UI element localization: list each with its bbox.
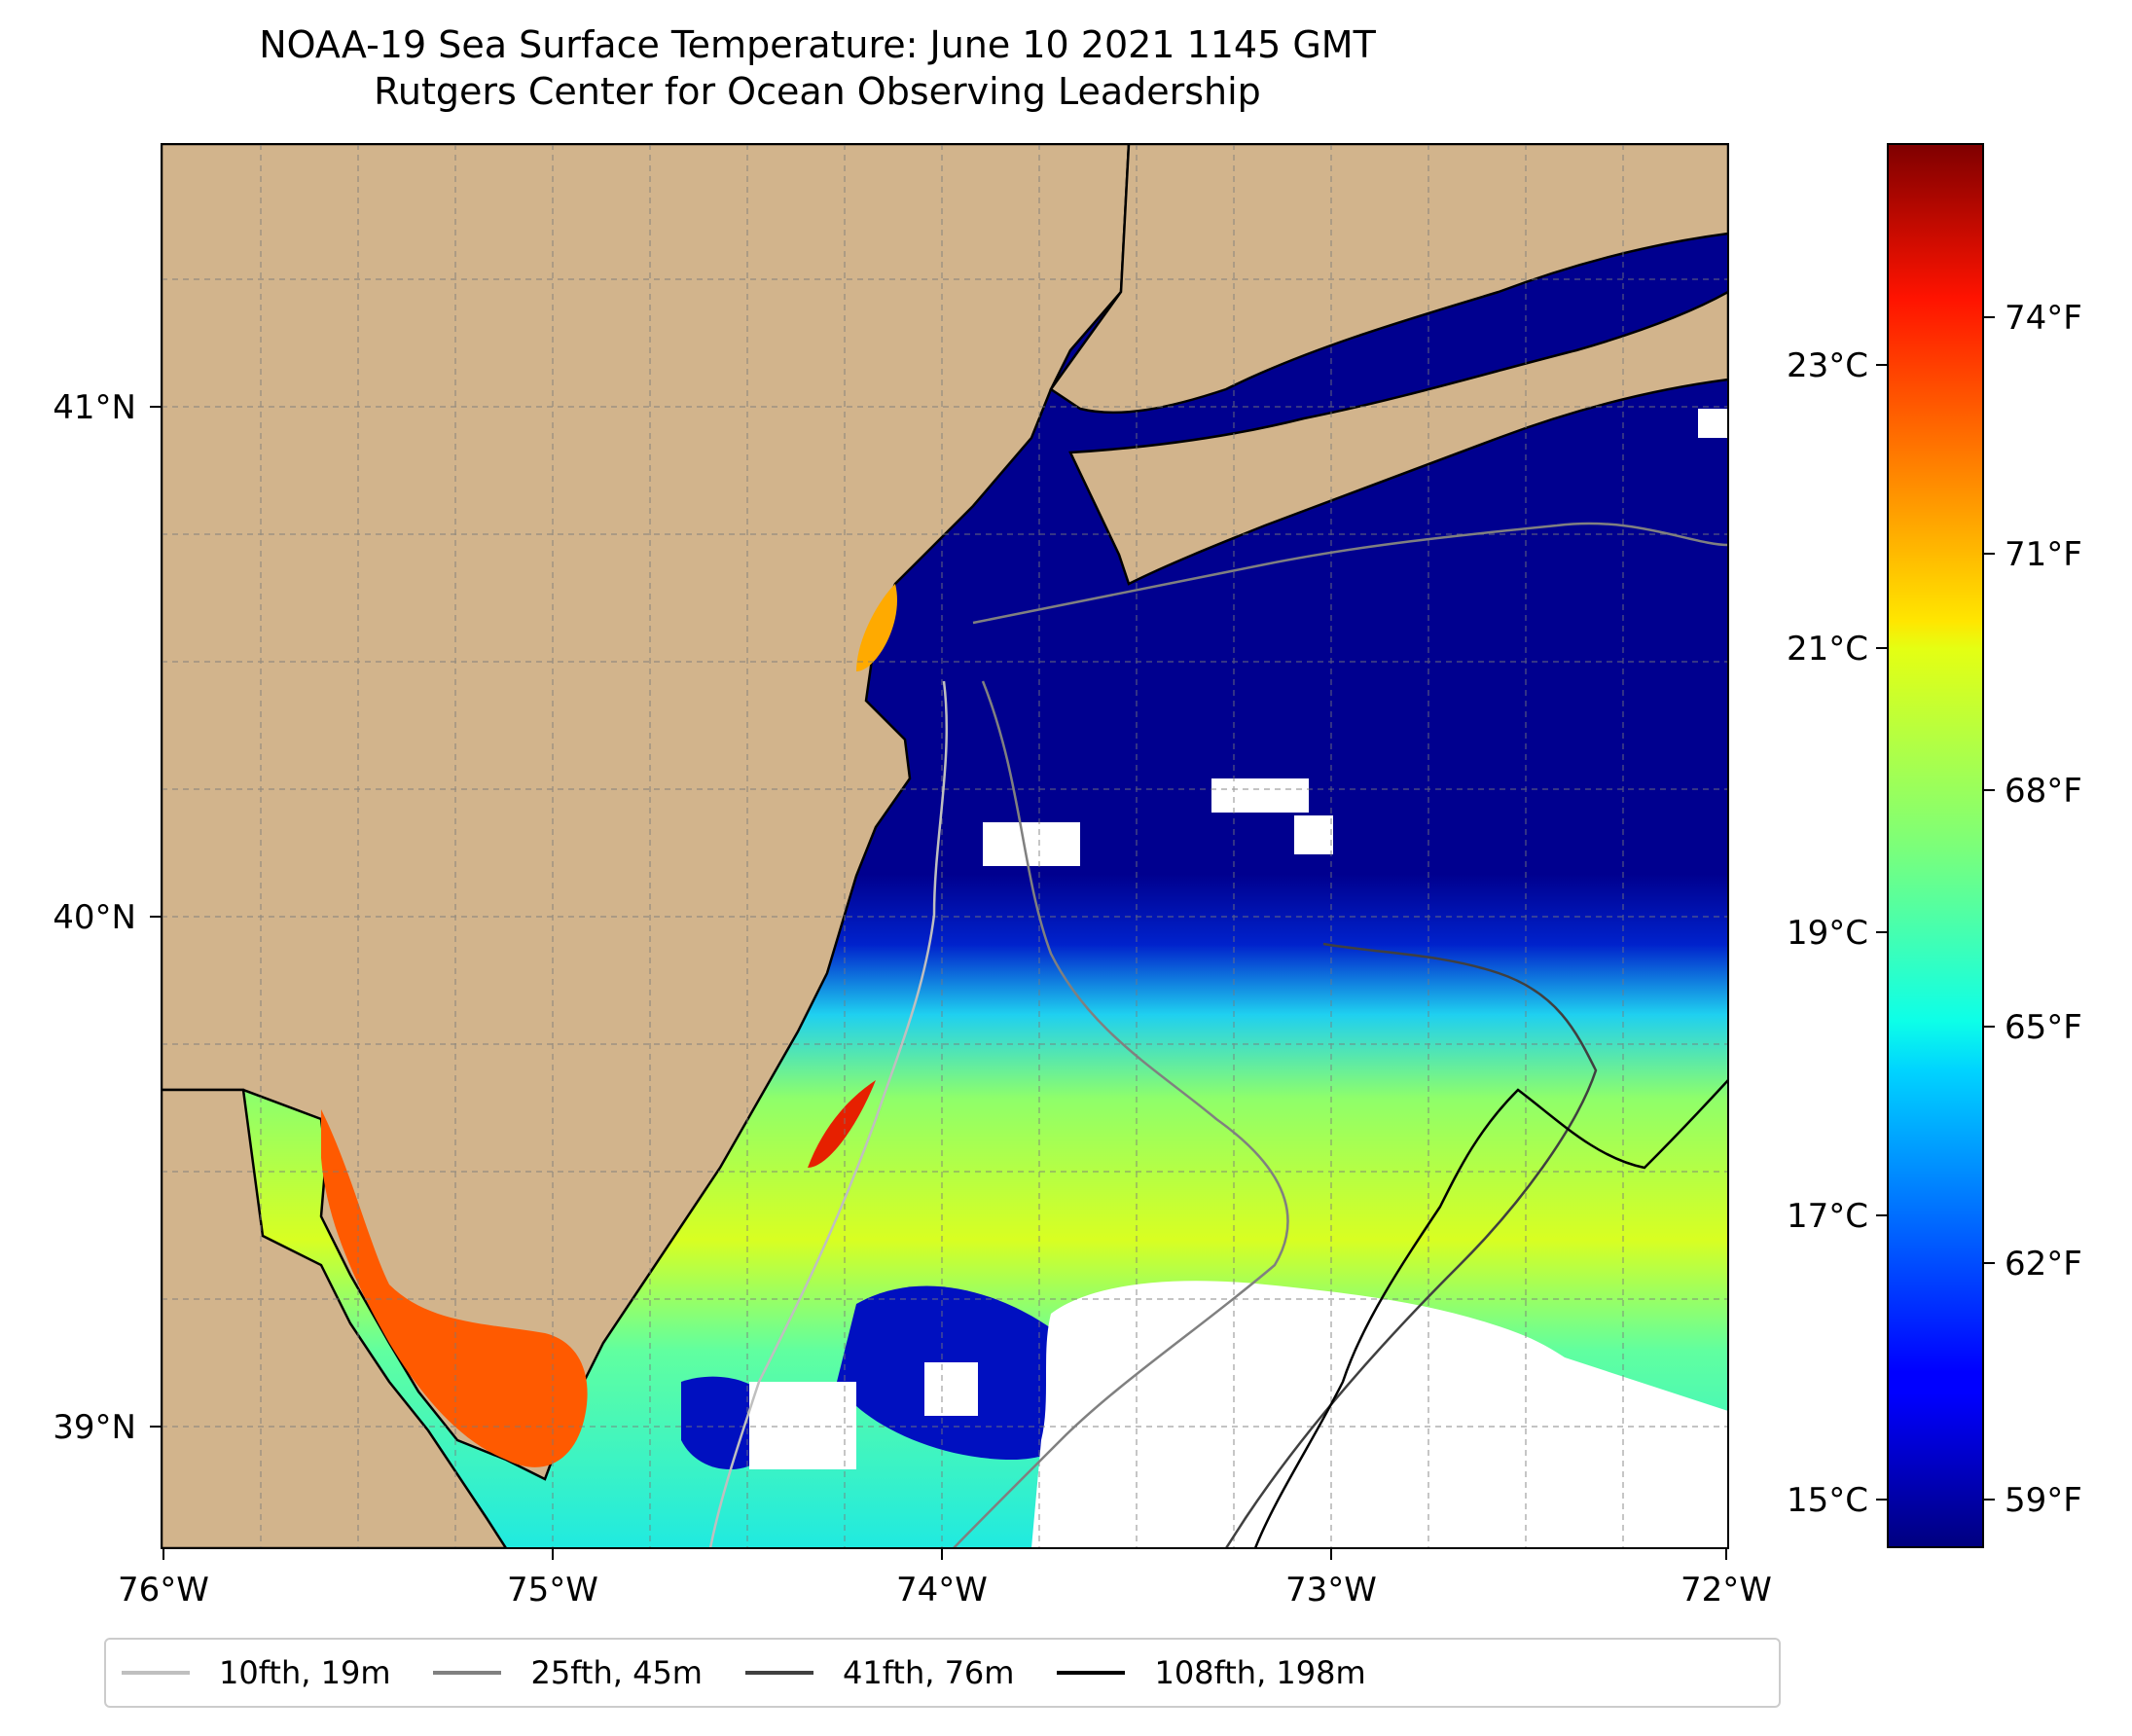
legend-line-swatch (1057, 1671, 1126, 1675)
fahrenheit-tick-label: 74°F (2005, 299, 2082, 338)
legend-line-swatch (433, 1671, 502, 1675)
legend-line-swatch (744, 1671, 813, 1675)
cloud-mask (924, 1362, 978, 1416)
fahrenheit-tick-label: 62°F (2005, 1245, 2082, 1284)
lat-tick-label: 39°N (53, 1408, 136, 1447)
legend-item: 25fth, 45m (433, 1654, 703, 1691)
lat-tick-label: 41°N (53, 388, 136, 427)
land-connecticut (1049, 144, 1728, 415)
figure-title: NOAA-19 Sea Surface Temperature: June 10… (0, 21, 1635, 115)
map-area (162, 144, 1728, 1548)
colorbar-fahrenheit-axis (1983, 316, 1995, 1501)
contour-legend: 10fth, 19m 25fth, 45m 41fth, 76m 108fth,… (104, 1638, 1781, 1708)
colorbar-celsius-axis (1876, 364, 1888, 1501)
legend-label: 10fth, 19m (219, 1654, 391, 1691)
contour-41fth (1224, 942, 1598, 1548)
legend-label: 41fth, 76m (842, 1654, 1015, 1691)
map-frame (161, 143, 1729, 1549)
delaware-bay-sst (321, 1109, 588, 1467)
cloud-mask (1294, 815, 1333, 854)
lat-tick-label: 40°N (53, 898, 136, 937)
lon-tick-label: 74°W (896, 1571, 988, 1609)
land-mainland (162, 144, 1131, 1481)
legend-item: 108fth, 198m (1057, 1654, 1366, 1691)
lon-axis (163, 1548, 1727, 1560)
celsius-tick-label: 17°C (1787, 1197, 1868, 1236)
lon-tick-label: 75°W (507, 1571, 598, 1609)
lat-axis (150, 406, 162, 1428)
cloud-mask (983, 822, 1080, 866)
coastal-warm-strip (808, 1080, 876, 1168)
legend-label: 108fth, 198m (1154, 1654, 1366, 1691)
lon-tick-label: 72°W (1680, 1571, 1772, 1609)
title-line-2: Rutgers Center for Ocean Observing Leade… (374, 70, 1261, 113)
cloud-mask (749, 1382, 856, 1469)
legend-label: 25fth, 45m (530, 1654, 703, 1691)
coastal-warm-strip (856, 584, 897, 671)
fahrenheit-tick-label: 68°F (2005, 772, 2082, 811)
celsius-tick-label: 21°C (1787, 630, 1868, 669)
lon-tick-label: 73°W (1285, 1571, 1377, 1609)
land-delaware (162, 1088, 508, 1548)
celsius-tick-label: 19°C (1787, 914, 1868, 953)
contour-25fth-north (972, 522, 1728, 625)
fahrenheit-tick-label: 65°F (2005, 1008, 2082, 1047)
contour-25fth (953, 680, 1289, 1548)
gridlines (162, 144, 1728, 1548)
contour-108fth (1253, 1079, 1728, 1548)
lon-tick-label: 76°W (118, 1571, 209, 1609)
legend-line-swatch (122, 1671, 190, 1675)
celsius-tick-label: 23°C (1787, 346, 1868, 385)
fahrenheit-tick-label: 59°F (2005, 1481, 2082, 1520)
fahrenheit-tick-label: 71°F (2005, 535, 2082, 574)
cloud-mask (1211, 778, 1309, 813)
contour-10fth (708, 680, 949, 1548)
colorbar (1887, 143, 1984, 1548)
legend-item: 10fth, 19m (122, 1654, 390, 1691)
celsius-tick-label: 15°C (1787, 1481, 1868, 1520)
legend-item: 41fth, 76m (744, 1654, 1015, 1691)
cloud-mask (1698, 409, 1728, 438)
title-line-1: NOAA-19 Sea Surface Temperature: June 10… (259, 23, 1376, 66)
